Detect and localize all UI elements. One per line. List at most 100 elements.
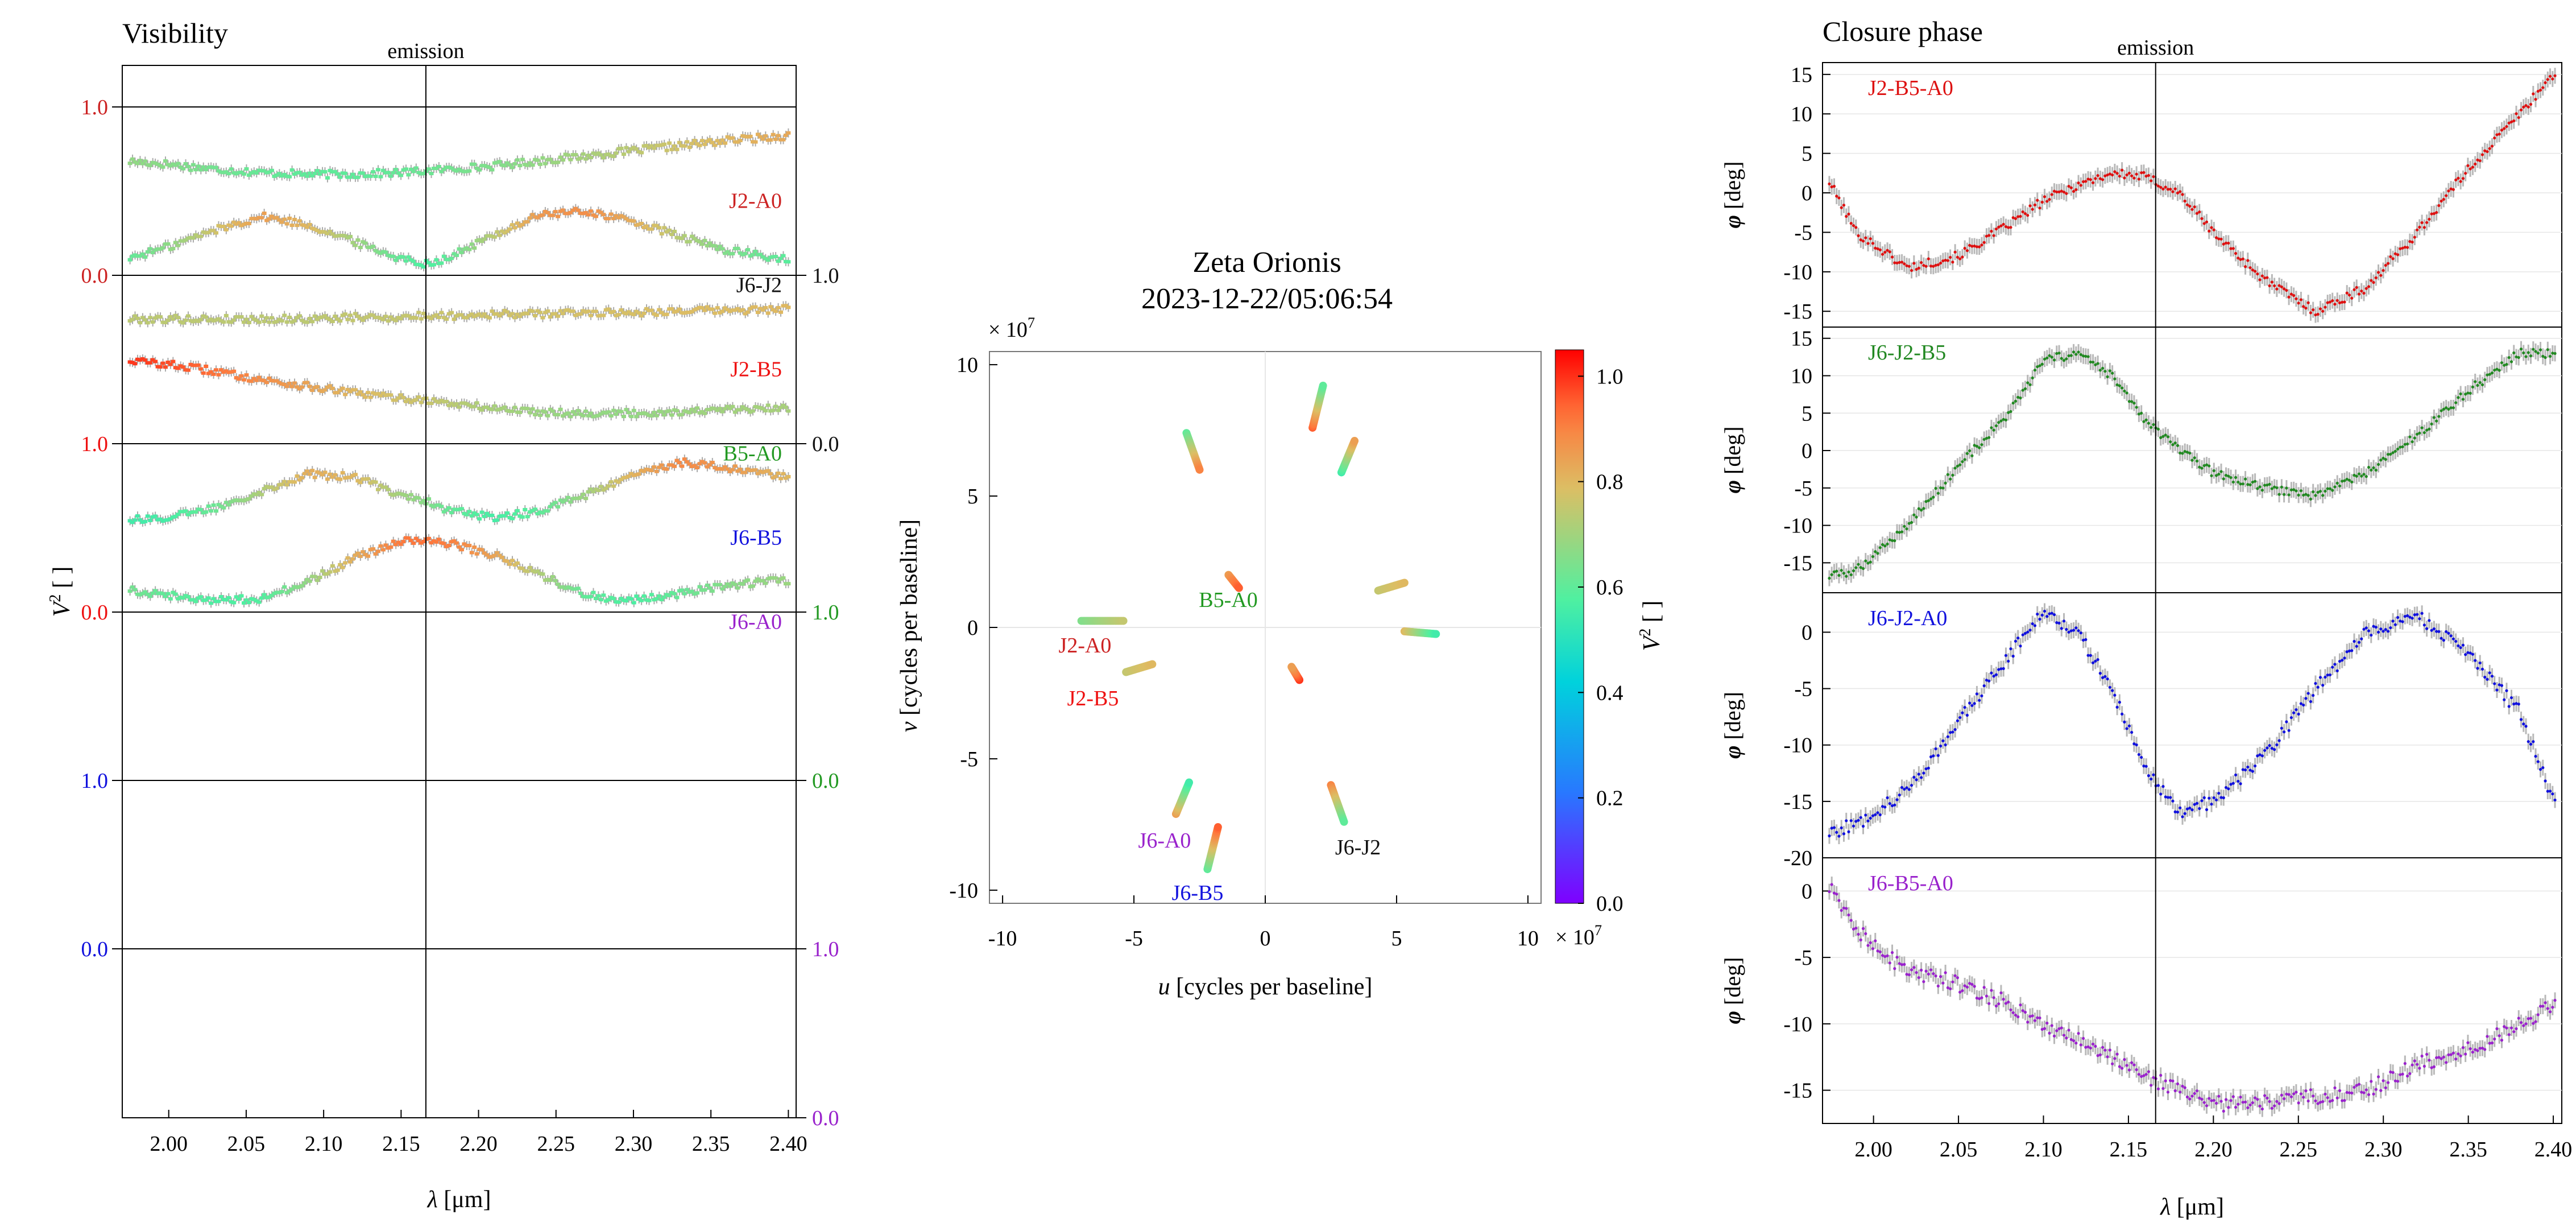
- visibility-point: [229, 600, 234, 604]
- visibility-point: [279, 319, 284, 323]
- visibility-point: [249, 217, 254, 221]
- visibility-point: [264, 218, 270, 222]
- visibility-point: [333, 473, 338, 477]
- cp-point: [2237, 257, 2240, 260]
- visibility-point: [561, 500, 566, 504]
- visibility-point: [300, 319, 305, 323]
- visibility-point: [378, 394, 383, 398]
- visibility-point: [434, 313, 439, 317]
- cp-point: [1910, 268, 1914, 272]
- visibility-point: [446, 312, 452, 316]
- visibility-point: [565, 495, 570, 499]
- visibility-point: [317, 389, 322, 392]
- visibility-point: [578, 156, 583, 160]
- visibility-point: [376, 168, 381, 172]
- visibility-point: [626, 596, 631, 600]
- visibility-point: [193, 168, 198, 172]
- cp-point: [2285, 288, 2288, 292]
- visibility-point: [548, 158, 553, 162]
- visibility-point: [411, 259, 416, 263]
- visibility-point: [444, 508, 449, 512]
- visibility-point: [674, 235, 680, 239]
- cp-point: [2055, 190, 2059, 194]
- visibility-point: [685, 140, 690, 144]
- visibility-point: [457, 507, 462, 511]
- visibility-point: [234, 595, 239, 599]
- cp-point: [2405, 246, 2409, 249]
- visibility-point: [740, 134, 746, 138]
- visibility-point: [718, 311, 723, 315]
- visibility-point: [150, 320, 155, 324]
- visibility-point: [386, 487, 391, 491]
- cp-point: [2415, 432, 2419, 436]
- cp-point: [2548, 75, 2552, 78]
- cp-point: [2507, 121, 2511, 125]
- visibility-point: [287, 382, 292, 386]
- visibility-point: [190, 236, 196, 240]
- cp-point: [2333, 485, 2337, 489]
- visibility-point: [523, 220, 528, 224]
- visibility-point: [537, 413, 542, 417]
- visibility-point: [492, 161, 497, 165]
- visibility-point: [533, 215, 538, 219]
- visibility-point: [181, 596, 186, 600]
- cp-point: [1924, 265, 1928, 268]
- visibility-point: [578, 211, 583, 215]
- cp-point: [1830, 573, 1833, 576]
- visibility-point: [507, 227, 512, 231]
- cp-point: [1832, 184, 1836, 188]
- visibility-point: [568, 500, 573, 504]
- visibility-point: [221, 225, 226, 229]
- cp-point: [2166, 188, 2170, 191]
- visibility-point: [371, 391, 376, 395]
- visibility-point: [242, 378, 247, 382]
- visibility-point: [657, 308, 662, 312]
- visibility-point: [786, 409, 791, 413]
- visibility-point: [320, 230, 325, 234]
- visibility-point: [171, 162, 176, 166]
- visibility-point: [705, 243, 710, 247]
- cp-y-tick-label: -5: [1794, 477, 1812, 501]
- cp-point: [2478, 159, 2482, 163]
- visibility-point: [662, 466, 667, 470]
- visibility-point: [132, 160, 138, 164]
- colorbar-label: V2 [ ]: [1637, 601, 1665, 651]
- visibility-point: [568, 309, 573, 313]
- cp-point: [2202, 464, 2206, 468]
- cp-point: [2469, 167, 2472, 171]
- cp-point: [1903, 787, 1906, 791]
- cp-point: [2418, 431, 2421, 435]
- visibility-point: [396, 256, 401, 260]
- visibility-point: [302, 381, 307, 385]
- visibility-point: [282, 313, 287, 317]
- visibility-point: [624, 146, 629, 150]
- cp-point: [2195, 212, 2199, 215]
- visibility-point: [143, 519, 148, 523]
- visibility-point: [237, 315, 242, 319]
- cp-point: [1934, 747, 1937, 750]
- cp-point: [2205, 463, 2209, 466]
- visibility-point: [746, 248, 751, 252]
- visibility-point: [383, 171, 388, 175]
- visibility-point: [682, 409, 687, 413]
- visibility-point: [211, 597, 216, 601]
- visibility-point: [669, 413, 674, 417]
- cp-point: [1924, 500, 1928, 503]
- visibility-point: [396, 540, 401, 544]
- visibility-point: [710, 307, 715, 311]
- visibility-point: [292, 480, 297, 484]
- visibility-point: [198, 595, 204, 599]
- visibility-point: [350, 319, 355, 323]
- visibility-point: [634, 594, 639, 598]
- visibility-point: [274, 173, 279, 177]
- cp-point: [1898, 261, 1901, 264]
- cp-point: [2447, 407, 2450, 411]
- visibility-point: [429, 263, 434, 267]
- baseline-label-B5-A0: B5-A0: [723, 442, 782, 466]
- visibility-point: [474, 401, 479, 405]
- visibility-point: [528, 308, 533, 312]
- cp-point: [2111, 173, 2114, 177]
- cp-point: [2212, 469, 2215, 473]
- visibility-point: [634, 223, 639, 227]
- cp-point: [2179, 451, 2182, 455]
